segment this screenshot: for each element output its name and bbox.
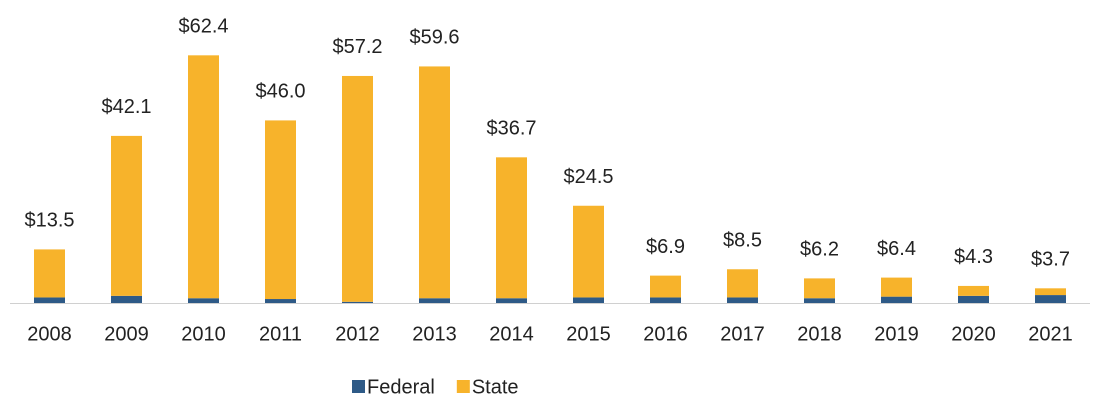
- x-tick-label: 2016: [643, 323, 688, 345]
- x-tick-label: 2018: [797, 323, 842, 345]
- bar-segment: [573, 205, 604, 298]
- total-label: $57.2: [332, 36, 382, 58]
- x-tick-label: 2013: [412, 323, 457, 345]
- total-label: $59.6: [409, 27, 459, 49]
- total-label: $6.2: [800, 239, 839, 261]
- x-tick-label: 2017: [720, 323, 765, 345]
- total-label: $6.9: [646, 236, 685, 258]
- x-tick-label: 2009: [104, 323, 149, 345]
- bar-segment: [265, 299, 296, 303]
- x-tick-label: 2010: [181, 323, 226, 345]
- bar-segment: [419, 298, 450, 303]
- bar-segment: [496, 298, 527, 303]
- total-label: $8.5: [723, 230, 762, 252]
- total-label: $3.7: [1031, 249, 1070, 271]
- legend-swatch: [352, 380, 365, 393]
- total-label: $13.5: [24, 210, 74, 232]
- bar-segment: [342, 301, 373, 303]
- x-tick-label: 2020: [951, 323, 996, 345]
- total-label: $4.3: [954, 246, 993, 268]
- total-label: $36.7: [486, 118, 536, 140]
- total-label: $46.0: [255, 81, 305, 103]
- bar-segment: [342, 75, 373, 302]
- bar-segment: [804, 278, 835, 299]
- x-tick-label: 2008: [27, 323, 72, 345]
- total-label: $42.1: [101, 96, 151, 118]
- bar-segment: [111, 295, 142, 303]
- bar-segment: [188, 55, 219, 299]
- bar-segment: [881, 277, 912, 297]
- bar-segment: [419, 66, 450, 299]
- x-tick-label: 2019: [874, 323, 919, 345]
- total-label: $6.4: [877, 238, 916, 260]
- bar-segment: [727, 269, 758, 298]
- bar-segment: [111, 135, 142, 296]
- x-tick-label: 2014: [489, 323, 534, 345]
- bar-segment: [650, 297, 681, 303]
- bar-segment: [34, 297, 65, 303]
- bar-segment: [1035, 288, 1066, 296]
- bar-segment: [188, 298, 219, 303]
- bar-segment: [727, 297, 758, 303]
- bar-segment: [881, 296, 912, 303]
- bar-segment: [1035, 295, 1066, 303]
- x-tick-label: 2011: [259, 323, 302, 345]
- legend-label: Federal: [367, 376, 435, 398]
- bar-segment: [804, 298, 835, 303]
- bar-segment: [958, 295, 989, 303]
- legend-swatch: [456, 380, 470, 393]
- x-tick-label: 2012: [335, 323, 380, 345]
- bar-segment: [496, 157, 527, 299]
- bar-segment: [265, 120, 296, 300]
- total-label: $62.4: [178, 16, 228, 38]
- bar-segment: [34, 249, 65, 298]
- legend-label: State: [472, 376, 519, 398]
- bar-segment: [573, 297, 604, 303]
- bar-segment: [958, 285, 989, 296]
- bar-segment: [650, 275, 681, 298]
- x-tick-label: 2015: [566, 323, 611, 345]
- total-label: $24.5: [563, 166, 613, 188]
- x-tick-label: 2021: [1028, 323, 1073, 345]
